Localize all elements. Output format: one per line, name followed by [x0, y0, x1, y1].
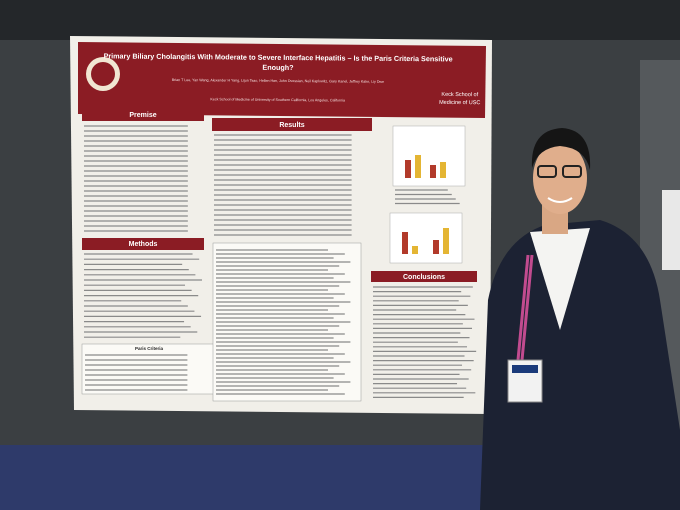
section-title: Conclusions	[403, 274, 445, 281]
figure-bar	[405, 160, 411, 178]
glasses	[562, 165, 582, 178]
face	[533, 142, 587, 214]
affiliation: Keck School of Medicine of University of…	[210, 97, 345, 102]
figure	[392, 125, 466, 187]
figure-bar	[440, 162, 446, 178]
hair	[531, 128, 591, 170]
section-title: Results	[279, 122, 304, 129]
figure-bar	[443, 228, 449, 254]
section-header	[212, 118, 372, 131]
figure-bar	[402, 232, 408, 254]
title-line: Enough?	[262, 63, 293, 72]
smile	[547, 197, 573, 203]
side-sign	[662, 190, 680, 270]
glasses	[537, 165, 557, 178]
authors: Brian T Lee, Yan Wang, Alexander H Yang,…	[172, 78, 384, 84]
section-title: Methods	[129, 241, 158, 248]
shirt	[530, 228, 590, 330]
seal-inner	[91, 62, 115, 86]
section-header	[371, 271, 477, 282]
badge-band	[512, 365, 538, 373]
figure-bar	[415, 155, 421, 178]
title-line: Primary Biliary Cholangitis With Moderat…	[104, 51, 453, 63]
lanyard	[516, 254, 534, 361]
figure-bar	[430, 165, 436, 178]
body-text	[84, 125, 477, 398]
suit	[480, 220, 680, 510]
figure-bar	[433, 240, 439, 254]
figure	[389, 212, 463, 264]
paris-table	[81, 343, 217, 395]
ceiling	[0, 0, 680, 40]
title-bar	[78, 42, 486, 118]
logo-text: Medicine of USC	[439, 100, 480, 106]
section-header	[82, 238, 204, 250]
section-header	[82, 108, 204, 121]
section-title: Premise	[129, 112, 156, 119]
logo-text: Keck School of	[441, 92, 478, 98]
table-title: Paris Criteria	[135, 346, 164, 351]
figure-bar	[412, 246, 418, 254]
